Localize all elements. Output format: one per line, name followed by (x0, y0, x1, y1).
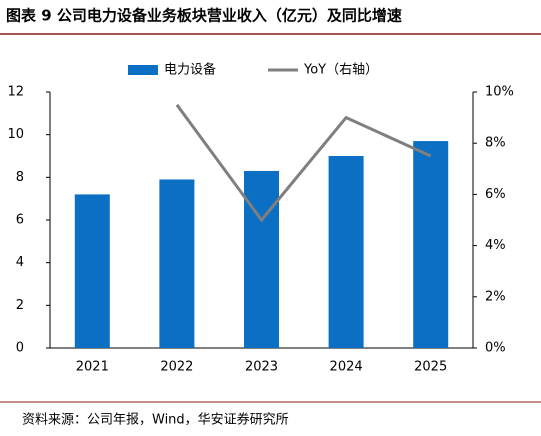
x-tick-label: 2022 (160, 360, 193, 375)
x-tick-label: 2025 (414, 360, 447, 375)
y-tick-label: 12 (7, 85, 24, 100)
x-tick-label: 2021 (76, 360, 109, 375)
legend-swatch (128, 65, 158, 75)
y-tick-label: 8 (16, 170, 24, 185)
y2-tick-label: 2% (485, 289, 506, 304)
line (175, 103, 432, 223)
source: 资料来源：公司年报，Wind，华安证券研究所 (22, 412, 289, 428)
y-tick-label: 0 (16, 341, 24, 356)
bar (159, 179, 195, 348)
y2-tick-label: 10% (485, 85, 514, 100)
y-tick-label: 2 (16, 298, 24, 313)
chart-title: 图表 9 公司电力设备业务板块营业收入（亿元）及同比增速 (6, 7, 402, 25)
y2-tick-label: 0% (485, 341, 506, 356)
y2-tick-label: 8% (485, 136, 506, 151)
y2-tick-label: 4% (485, 238, 506, 253)
bar (244, 170, 279, 348)
bar (413, 141, 449, 348)
bar (74, 194, 110, 348)
x-tick-label: 2024 (330, 360, 363, 375)
legend-label: YoY（右轴） (303, 63, 378, 78)
y2-tick-label: 6% (485, 187, 506, 202)
y-tick-label: 4 (16, 255, 24, 270)
legend-label: 电力设备 (164, 62, 216, 78)
bar (328, 156, 364, 348)
x-tick-label: 2023 (245, 360, 278, 375)
y-tick-label: 6 (16, 213, 24, 228)
y-tick-label: 10 (7, 127, 24, 142)
